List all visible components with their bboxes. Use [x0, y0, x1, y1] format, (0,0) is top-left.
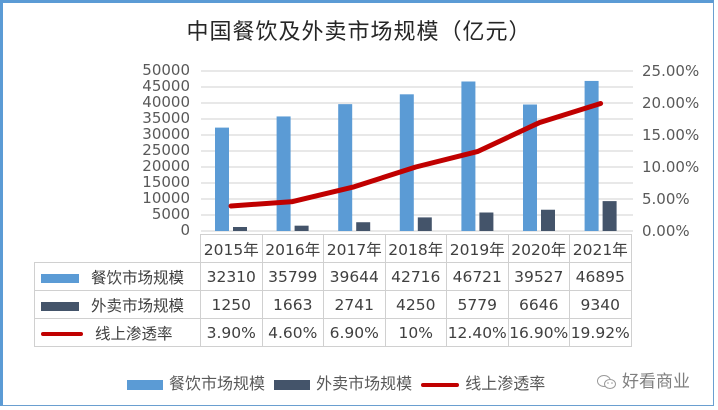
category-cell: 2019年: [446, 234, 509, 263]
table-cell: 16.90%: [507, 318, 570, 347]
right-tick-label: 20.00%: [642, 94, 700, 112]
bar-swatch-icon: [274, 379, 311, 390]
left-tick-label: 50000: [142, 61, 190, 79]
category-cell: 2018年: [384, 234, 447, 263]
gridlines: [201, 70, 633, 232]
catering-bar: [523, 104, 537, 231]
table-cell: 4.60%: [261, 318, 324, 347]
left-tick-label: 0: [180, 221, 190, 239]
table-cell: 46721: [446, 262, 509, 291]
delivery-bar: [417, 217, 432, 231]
watermark: 好看商业: [596, 367, 690, 392]
category-cell: 2021年: [569, 234, 632, 263]
table-cell: 9340: [569, 290, 632, 319]
right-tick-label: 15.00%: [642, 126, 700, 144]
table-cell: 35799: [261, 262, 324, 291]
right-tick-label: 5.00%: [642, 190, 690, 208]
table-cell: 6.90%: [323, 318, 386, 347]
table-cell: 39644: [323, 262, 386, 291]
table-cell: 4250: [384, 290, 447, 319]
category-cell: 2015年: [200, 234, 263, 263]
table-cell: 12.40%: [446, 318, 509, 347]
category-cell: 2017年: [323, 234, 386, 263]
bar-swatch-icon: [127, 379, 163, 390]
table-cell: 10%: [384, 318, 447, 347]
right-tick-label: 10.00%: [642, 158, 700, 176]
table-cell: 19.92%: [569, 318, 632, 347]
delivery-bar: [233, 227, 247, 231]
table-cell: 32310: [200, 262, 263, 291]
legend-item-catering: 餐饮市场规模: [127, 370, 265, 394]
table-header-row: 2015年 2016年 2017年 2018年 2019年 2020年 2021…: [35, 234, 632, 263]
catering-bar: [215, 127, 229, 231]
delivery-bar: [479, 212, 494, 231]
left-tick-label: 35000: [142, 109, 190, 127]
left-tick-label: 30000: [142, 125, 190, 143]
table-cell: 3.90%: [200, 318, 263, 347]
left-tick-label: 15000: [142, 173, 190, 191]
table-row: 线上渗透率 3.90% 4.60% 6.90% 10% 12.40% 16.90…: [34, 318, 632, 347]
category-cell: 2016年: [261, 234, 324, 263]
delivery-bar: [294, 225, 309, 231]
table-cell: 1663: [261, 290, 324, 319]
row-label: 线上渗透率: [95, 324, 173, 343]
wechat-icon: [597, 375, 616, 389]
table-cell: 6646: [507, 290, 570, 319]
chart-legend: 餐饮市场规模 外卖市场规模 线上渗透率: [127, 370, 549, 394]
right-tick-label: 0.00%: [642, 222, 690, 240]
row-label: 餐饮市场规模: [91, 268, 185, 287]
catering-legend-key: [41, 273, 79, 283]
catering-bar: [276, 116, 291, 231]
left-tick-label: 20000: [142, 157, 190, 175]
left-tick-label: 5000: [151, 205, 190, 223]
chart-title: 中国餐饮及外卖市场规模（亿元）: [186, 20, 532, 45]
delivery-bar: [602, 201, 617, 231]
catering-bar: [399, 94, 414, 231]
table-cell: 2741: [323, 290, 386, 319]
table-row: 餐饮市场规模 32310 35799 39644 42716 46721 395…: [34, 262, 632, 291]
left-tick-label: 45000: [142, 77, 190, 95]
catering-bar: [584, 80, 599, 231]
penetration-line: [228, 101, 604, 209]
penetration-legend-key: [41, 332, 83, 336]
table-cell: 46895: [569, 262, 632, 291]
legend-item-delivery: 外卖市场规模: [274, 370, 412, 394]
delivery-bar: [541, 209, 555, 231]
table-cell: 39527: [507, 262, 570, 291]
catering-bar: [338, 104, 353, 231]
table-cell: 42716: [384, 262, 447, 291]
delivery-legend-key: [41, 301, 79, 311]
left-tick-label: 40000: [142, 93, 190, 111]
category-cell: 2020年: [507, 234, 570, 263]
left-tick-label: 10000: [142, 189, 190, 207]
left-tick-label: 25000: [142, 141, 190, 159]
table-cell: 1250: [200, 290, 263, 319]
line-swatch-icon: [421, 382, 460, 387]
table-row: 外卖市场规模 1250 1663 2741 4250 5779 6646 934…: [34, 290, 632, 319]
table-cell: 5779: [446, 290, 509, 319]
data-table: 2015年 2016年 2017年 2018年 2019年 2020年 2021…: [34, 234, 632, 347]
right-tick-label: 25.00%: [642, 62, 700, 80]
row-label: 外卖市场规模: [91, 296, 185, 315]
delivery-bar: [356, 222, 371, 231]
legend-item-penetration: 线上渗透率: [421, 370, 545, 394]
